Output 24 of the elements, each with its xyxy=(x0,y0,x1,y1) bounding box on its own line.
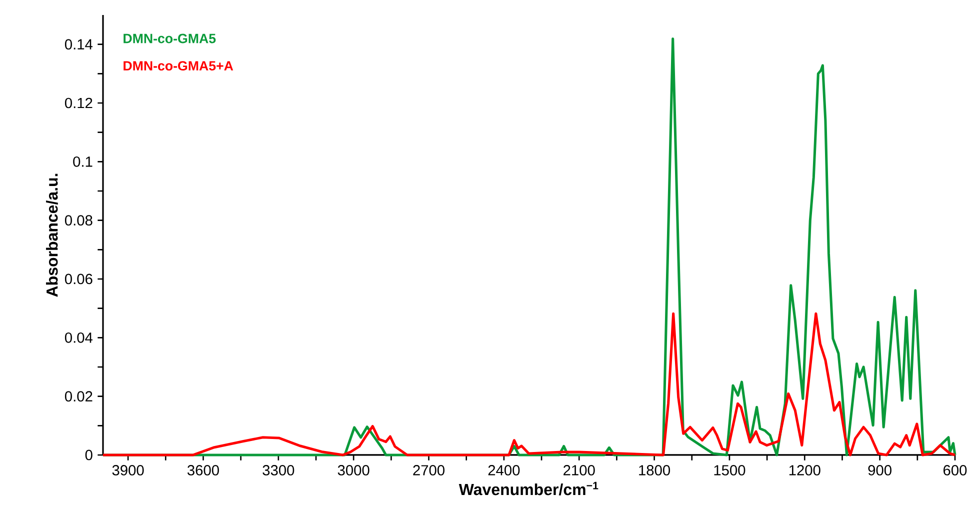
y-tick-label: 0.1 xyxy=(73,156,92,167)
y-tick-label: 0.08 xyxy=(64,215,92,226)
y-tick-label: 0.02 xyxy=(64,391,92,402)
y-tick-label: 0.04 xyxy=(64,332,93,343)
x-tick-label: 600 xyxy=(944,465,967,476)
y-tick-label: 0.14 xyxy=(64,39,93,50)
y-tick-label: 0 xyxy=(85,450,92,460)
x-tick-label: 3000 xyxy=(338,465,370,476)
x-tick-label: 1200 xyxy=(789,465,820,476)
y-tick-label: 0.06 xyxy=(64,274,92,284)
x-axis-title: Wavenumber/cm$^{−1}$ xyxy=(458,482,598,496)
text: DMN-co-GMA5+A xyxy=(124,61,234,71)
x-tick-label: 3600 xyxy=(187,465,219,476)
x-tick-label: 3900 xyxy=(112,465,144,476)
x-tick-label: 3300 xyxy=(262,465,294,476)
x-tick-label: 1800 xyxy=(639,465,670,476)
x-tick-label: 900 xyxy=(868,465,892,476)
x-tick-label: 1500 xyxy=(714,465,746,476)
text: DMN-co-GMA5 xyxy=(124,34,216,44)
y-axis-title: Absorbance/a.u. xyxy=(46,174,58,297)
x-tick-label: 2700 xyxy=(413,465,444,476)
x-tick-label: 2400 xyxy=(488,465,520,476)
y-tick-label: 0.12 xyxy=(64,98,92,108)
x-tick-label: 2100 xyxy=(564,465,595,476)
